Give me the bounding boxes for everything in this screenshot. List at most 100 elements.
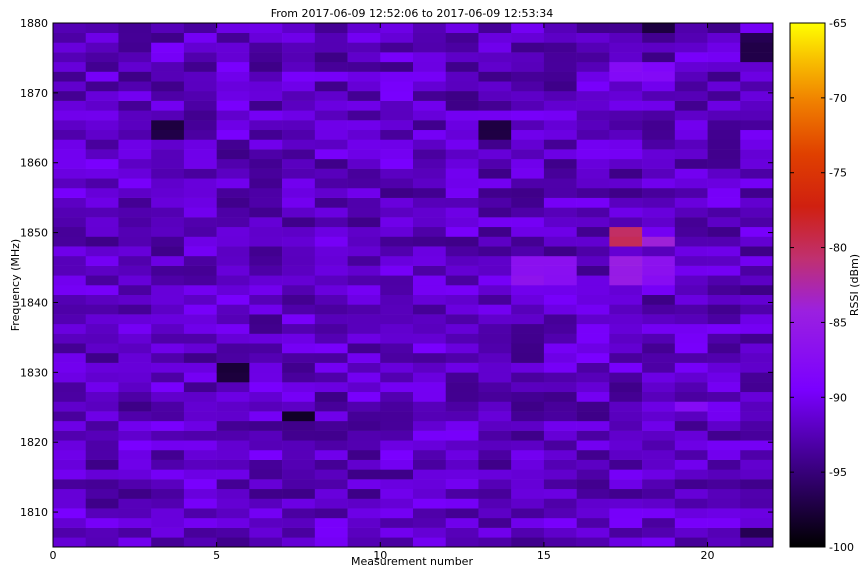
- heatmap-cell: [609, 449, 643, 460]
- heatmap-cell: [380, 110, 414, 121]
- heatmap-cell: [740, 197, 774, 208]
- heatmap-cell: [609, 100, 643, 111]
- heatmap-cell: [511, 430, 545, 441]
- heatmap-cell: [413, 498, 447, 509]
- heatmap-cell: [118, 32, 152, 43]
- heatmap-cell: [85, 469, 119, 480]
- heatmap-cell: [543, 382, 577, 393]
- heatmap-cell: [478, 246, 512, 257]
- heatmap-cell: [576, 304, 610, 315]
- heatmap-cell: [216, 401, 250, 412]
- heatmap-cell: [85, 440, 119, 451]
- heatmap-cell: [249, 32, 283, 43]
- heatmap-cell: [282, 459, 316, 470]
- heatmap-cell: [249, 168, 283, 179]
- heatmap-cell: [314, 178, 348, 189]
- heatmap-cell: [85, 178, 119, 189]
- heatmap-cell: [347, 382, 381, 393]
- heatmap-cell: [674, 207, 708, 218]
- heatmap-cell: [151, 139, 185, 150]
- heatmap-cell: [216, 265, 250, 276]
- heatmap-cell: [543, 294, 577, 305]
- heatmap-cell: [216, 333, 250, 344]
- heatmap-cell: [576, 207, 610, 218]
- heatmap-cell: [249, 285, 283, 295]
- x-tick-label: 15: [537, 549, 551, 562]
- heatmap-cell: [380, 420, 414, 431]
- heatmap-cell: [282, 81, 316, 92]
- heatmap-cell: [151, 217, 185, 228]
- heatmap-cell: [53, 168, 87, 179]
- heatmap-cell: [314, 372, 348, 383]
- heatmap-cell: [609, 217, 643, 228]
- heatmap-cell: [642, 71, 676, 82]
- heatmap-cell: [249, 265, 283, 276]
- heatmap-cell: [511, 246, 545, 257]
- heatmap-cell: [740, 401, 774, 412]
- heatmap-cell: [314, 255, 348, 266]
- heatmap-cell: [576, 246, 610, 257]
- heatmap-cell: [151, 343, 185, 354]
- heatmap-cell: [413, 81, 447, 92]
- heatmap-cell: [445, 517, 479, 528]
- heatmap-cell: [216, 42, 250, 53]
- heatmap-cell: [380, 23, 414, 33]
- heatmap-cell: [413, 32, 447, 43]
- heatmap-cell: [85, 52, 119, 63]
- heatmap-cell: [216, 304, 250, 315]
- heatmap-cell: [380, 129, 414, 140]
- heatmap-cell: [413, 275, 447, 286]
- heatmap-cell: [674, 139, 708, 150]
- heatmap-cell: [543, 440, 577, 451]
- heatmap-cell: [478, 323, 512, 334]
- heatmap-cell: [85, 139, 119, 150]
- heatmap-cell: [151, 517, 185, 528]
- heatmap-cell: [249, 139, 283, 150]
- heatmap-cell: [674, 430, 708, 441]
- heatmap-cell: [445, 71, 479, 82]
- heatmap-cell: [445, 61, 479, 72]
- heatmap-cell: [674, 420, 708, 431]
- heatmap-cell: [674, 81, 708, 92]
- heatmap-cell: [674, 110, 708, 121]
- heatmap-cell: [118, 382, 152, 393]
- heatmap-cell: [740, 479, 774, 490]
- heatmap-cell: [314, 469, 348, 480]
- heatmap-cell: [118, 420, 152, 431]
- heatmap-cell: [609, 90, 643, 101]
- heatmap-cell: [85, 352, 119, 363]
- heatmap-cell: [216, 90, 250, 101]
- heatmap-cell: [53, 178, 87, 189]
- heatmap-cell: [118, 527, 152, 538]
- heatmap-cell: [707, 255, 741, 266]
- x-axis: 0 5 10 15 20: [50, 23, 715, 562]
- heatmap-cell: [314, 149, 348, 160]
- heatmap-cell: [85, 187, 119, 198]
- heatmap-cell: [216, 449, 250, 460]
- heatmap-cell: [347, 333, 381, 344]
- heatmap-cell: [151, 314, 185, 325]
- heatmap-cell: [445, 469, 479, 480]
- heatmap-cell: [576, 459, 610, 470]
- heatmap-cell: [53, 343, 87, 354]
- heatmap-cell: [413, 236, 447, 247]
- heatmap-cell: [740, 362, 774, 373]
- heatmap-cell: [478, 42, 512, 53]
- heatmap-cell: [347, 187, 381, 198]
- heatmap-cell: [282, 265, 316, 276]
- heatmap-cell: [740, 488, 774, 499]
- heatmap-cell: [151, 100, 185, 111]
- heatmap-cell: [642, 246, 676, 257]
- heatmap-cell: [445, 382, 479, 393]
- heatmap-cell: [216, 52, 250, 63]
- heatmap-cell: [249, 197, 283, 208]
- heatmap-cell: [478, 420, 512, 431]
- heatmap-cell: [282, 372, 316, 383]
- heatmap-cell: [413, 226, 447, 237]
- heatmap-cell: [85, 110, 119, 121]
- heatmap-cell: [118, 314, 152, 325]
- heatmap-cell: [543, 71, 577, 82]
- heatmap-cell: [642, 168, 676, 179]
- heatmap-cell: [85, 508, 119, 519]
- heatmap-cell: [118, 23, 152, 33]
